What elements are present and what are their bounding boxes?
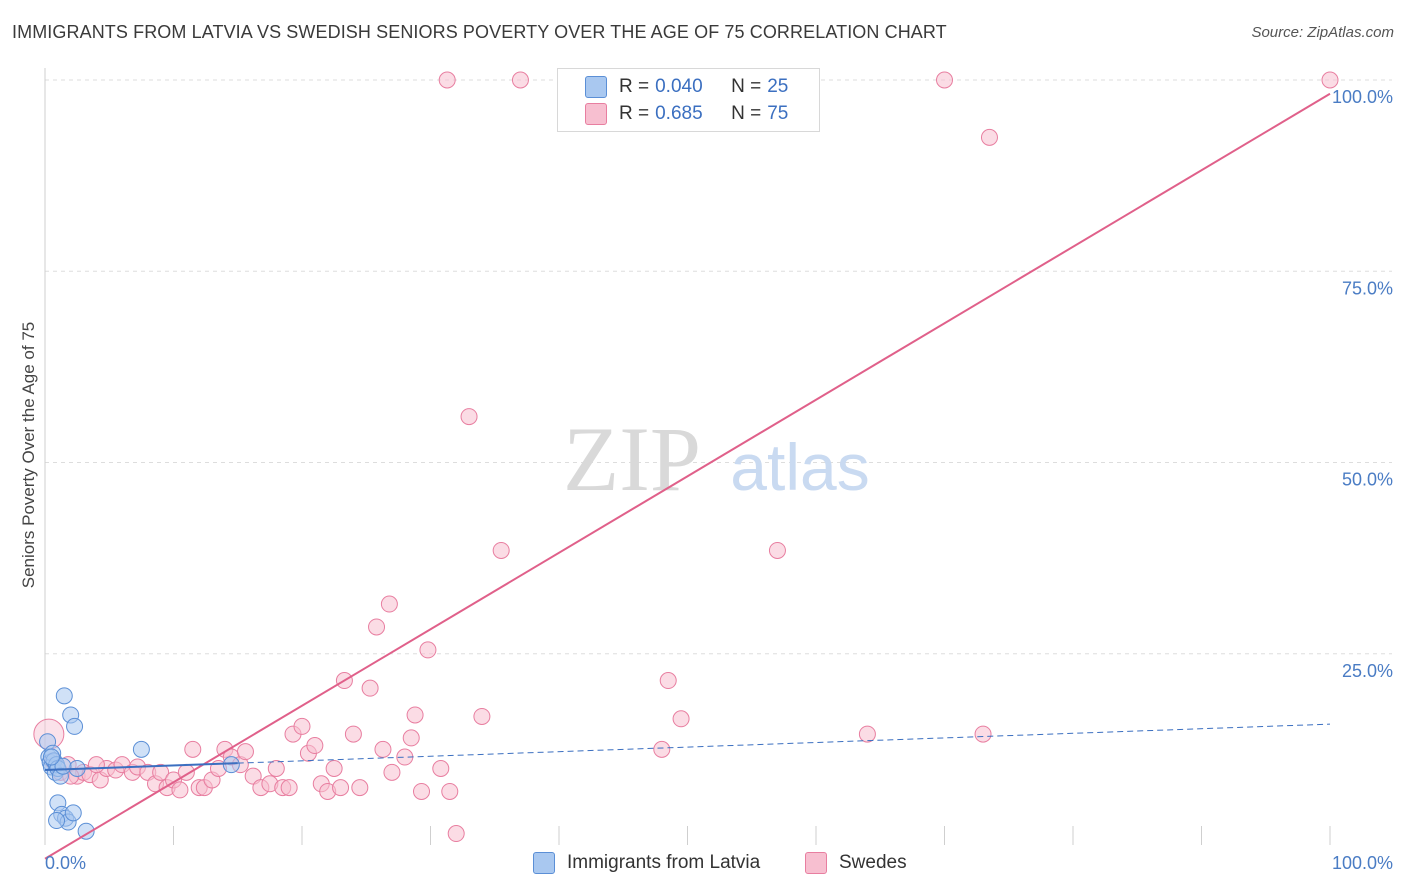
swedes-point xyxy=(980,128,998,146)
swedes-point xyxy=(267,760,285,777)
watermark-zip: ZIP xyxy=(563,408,701,510)
swedes-point xyxy=(344,725,362,743)
swedes-point xyxy=(184,740,202,758)
swedes-point xyxy=(152,763,170,781)
swedes-point xyxy=(438,71,456,89)
swedes-point xyxy=(361,679,379,697)
swedes-point xyxy=(672,710,690,728)
legend-swatch-swedes xyxy=(585,103,607,125)
latvia-point xyxy=(64,804,82,822)
latvia-trend-line-dashed xyxy=(237,723,1331,764)
swedes-point xyxy=(406,706,424,724)
swedes-point xyxy=(383,763,401,781)
swedes-point xyxy=(974,725,992,743)
y-axis-label: Seniors Poverty Over the Age of 75 xyxy=(19,322,38,588)
legend-r-value: 0.685 xyxy=(655,103,703,124)
latvia-point xyxy=(42,748,60,766)
bottom-legend-latvia: Immigrants from Latvia xyxy=(533,852,760,874)
latvia-point xyxy=(66,717,84,735)
tick-layer: 25.0% 50.0% 75.0% 100.0% 0.0% 100.0% xyxy=(45,87,1393,873)
swedes-point xyxy=(325,760,343,777)
swedes-point xyxy=(858,725,876,743)
y-tick-label: 50.0% xyxy=(1342,470,1393,490)
swedes-point xyxy=(447,825,465,843)
legend-r-value: 0.040 xyxy=(655,76,703,97)
swedes-point xyxy=(511,71,529,89)
swedes-point xyxy=(368,618,386,636)
legend-r-label: R = xyxy=(619,103,650,124)
latvia-point xyxy=(48,812,66,830)
latvia-point xyxy=(77,822,95,840)
grid-layer xyxy=(45,79,1392,655)
swedes-point xyxy=(280,779,298,797)
latvia-point xyxy=(222,756,240,774)
x-tick-label: 100.0% xyxy=(1332,853,1393,873)
legend-n-label: N = xyxy=(731,76,762,97)
swedes-point xyxy=(460,408,478,426)
swedes-point xyxy=(374,740,392,758)
bottom-legend-label-swedes: Swedes xyxy=(839,852,907,873)
bottom-legend-swedes: Swedes xyxy=(805,852,907,874)
swedes-point xyxy=(171,781,189,799)
swedes-point xyxy=(332,779,350,797)
bottom-legend-label-latvia: Immigrants from Latvia xyxy=(567,852,761,873)
swedes-point xyxy=(659,672,677,690)
swedes-point xyxy=(236,743,254,761)
swedes-point xyxy=(936,71,953,89)
swedes-point xyxy=(351,779,369,797)
y-tick-label: 75.0% xyxy=(1342,278,1393,298)
bottom-legend-swatch-swedes xyxy=(805,852,827,874)
legend-n-label: N = xyxy=(731,103,762,124)
legend-row-latvia: R = 0.040 N = 25 xyxy=(558,73,788,101)
source-label: Source: ZipAtlas.com xyxy=(1251,24,1394,41)
swedes-point xyxy=(441,782,459,800)
swedes-point xyxy=(293,717,311,735)
swedes-point xyxy=(413,782,431,800)
swedes-point xyxy=(473,707,491,725)
swedes-point xyxy=(1321,71,1339,89)
points-layer xyxy=(33,71,1339,843)
latvia-trend-line-solid xyxy=(44,762,238,772)
swedes-point xyxy=(653,740,671,758)
watermark: ZIP atlas xyxy=(563,408,870,510)
latvia-point xyxy=(55,687,73,705)
y-tick-label: 25.0% xyxy=(1342,661,1393,681)
swedes-point xyxy=(768,541,786,559)
legend-n-value: 75 xyxy=(767,103,789,124)
swedes-trend-line xyxy=(44,92,1331,860)
swedes-point xyxy=(402,729,420,747)
legend-n-value: 25 xyxy=(767,76,789,97)
legend-box: R = 0.040 N = 25 R = 0.685 N = 75 xyxy=(557,68,820,132)
axis-layer xyxy=(44,68,1331,845)
swedes-point xyxy=(492,541,510,559)
bottom-legend-swatch-latvia xyxy=(533,852,555,874)
legend-row-swedes: R = 0.685 N = 75 xyxy=(558,100,788,128)
latvia-point xyxy=(132,740,150,758)
swedes-point xyxy=(419,641,437,659)
y-tick-label: 100.0% xyxy=(1332,87,1393,107)
swedes-point xyxy=(306,737,324,755)
watermark-atlas: atlas xyxy=(730,430,869,504)
swedes-point xyxy=(380,595,398,613)
chart-title: IMMIGRANTS FROM LATVIA VS SWEDISH SENIOR… xyxy=(12,22,947,42)
legend-swatch-latvia xyxy=(585,76,607,98)
trend-layer xyxy=(44,92,1331,860)
swedes-point xyxy=(432,760,450,777)
x-tick-label: 0.0% xyxy=(45,853,86,873)
legend-r-label: R = xyxy=(619,76,650,97)
swedes-point xyxy=(87,756,105,774)
